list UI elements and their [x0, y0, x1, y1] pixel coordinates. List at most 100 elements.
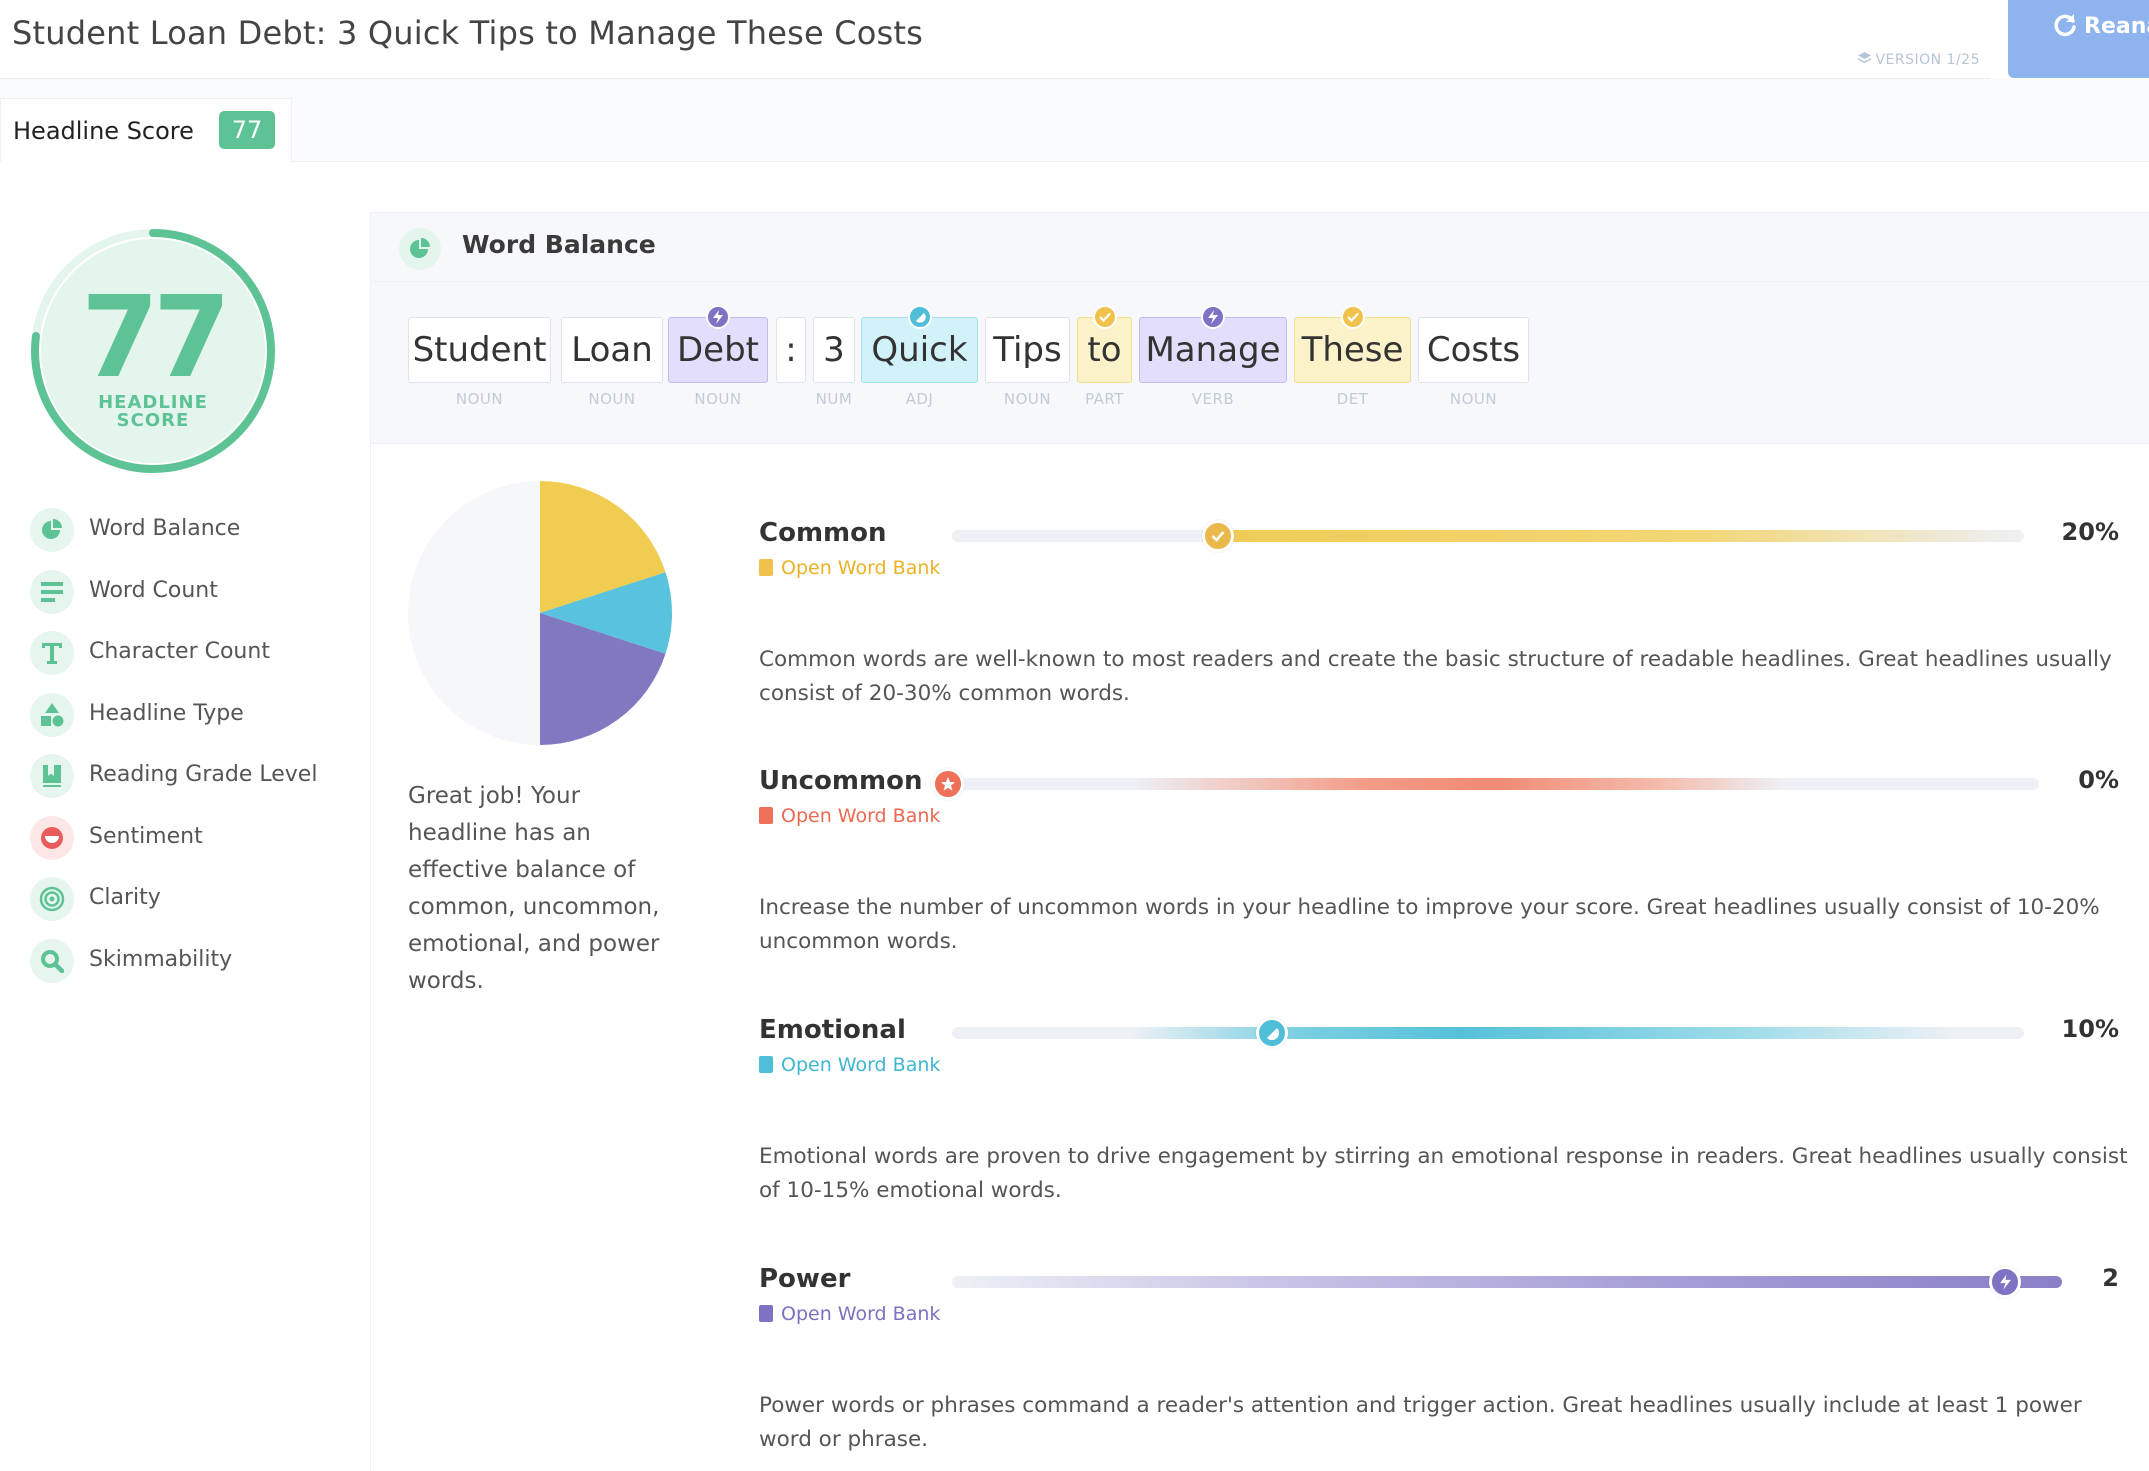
sidebar-item-skimmability[interactable]: Skimmability	[30, 935, 360, 997]
sidebar-item-clarity[interactable]: Clarity	[30, 873, 360, 935]
pie-chart-icon	[30, 508, 74, 552]
check-icon[interactable]	[1202, 520, 1234, 552]
metric-track	[952, 530, 2024, 542]
sidebar-nav: Word Balance Word Count Character Count …	[30, 504, 360, 996]
version-indicator[interactable]: VERSION 1/25	[1858, 52, 1980, 68]
metric-value: 10%	[2061, 1015, 2119, 1043]
word-text: 3	[823, 330, 845, 370]
sidebar-item-sentiment[interactable]: Sentiment	[30, 812, 360, 874]
pie-slice-common	[540, 481, 666, 613]
word-chip[interactable]: Quick	[861, 305, 978, 383]
pie-slice-other	[408, 481, 540, 745]
metric-description: Power words or phrases command a reader'…	[759, 1393, 2082, 1452]
target-icon	[30, 877, 74, 921]
sidebar-item-reading-grade-level[interactable]: Reading Grade Level	[30, 750, 360, 812]
metric-description: Increase the number of uncommon words in…	[759, 895, 2100, 954]
sidebar-item-headline-type[interactable]: Headline Type	[30, 689, 360, 751]
word-pos: NUM	[815, 390, 853, 408]
word-text: Tips	[993, 330, 1062, 370]
metric-name: Emotional	[759, 1015, 906, 1045]
lightning-icon	[1201, 305, 1225, 329]
sidebar-item-label: Headline Type	[89, 700, 244, 726]
metric-name: Power	[759, 1264, 851, 1294]
link-label: Open Word Bank	[781, 557, 941, 579]
word-chip[interactable]: Costs	[1418, 317, 1529, 383]
metric-description: Common words are well-known to most read…	[759, 647, 2112, 706]
link-label: Open Word Bank	[781, 1303, 941, 1325]
metric-track	[952, 1276, 2062, 1288]
link-label: Open Word Bank	[781, 1054, 941, 1076]
version-label: VERSION 1/25	[1875, 52, 1980, 68]
word-chip[interactable]: to	[1077, 305, 1132, 383]
word-chip[interactable]: Tips	[985, 317, 1070, 383]
check-icon	[1340, 305, 1365, 329]
balance-summary: Great job! Your headline has an effectiv…	[408, 783, 660, 994]
letter-t-icon	[30, 631, 74, 675]
score-label-line2: SCORE	[116, 410, 190, 431]
word-pos: ADJ	[905, 390, 934, 408]
sidebar: 77 HEADLINE SCORE Word Balance Word Coun…	[0, 162, 370, 1471]
word-pos: PART	[1085, 390, 1124, 408]
pie-slice-power	[540, 613, 666, 745]
word-chip[interactable]: :	[776, 317, 806, 383]
metric-fill	[1132, 1027, 1952, 1039]
metric-value: 0%	[2078, 766, 2119, 794]
word-chip[interactable]: Loan	[561, 317, 663, 383]
tab-headline-score[interactable]: Headline Score 77	[0, 98, 292, 162]
tab-label: Headline Score	[13, 117, 194, 145]
word-text: Costs	[1426, 330, 1521, 370]
book-icon	[30, 754, 74, 798]
smile-icon	[30, 815, 74, 860]
check-icon	[1092, 305, 1117, 329]
open-word-bank-link[interactable]: Open Word Bank	[759, 557, 940, 579]
sidebar-item-label: Word Balance	[89, 516, 241, 541]
score-ring	[31, 229, 275, 473]
drop-icon[interactable]	[1256, 1017, 1288, 1049]
word-balance-pie-chart	[408, 481, 672, 745]
score-badge: 77	[219, 111, 275, 149]
sidebar-item-label: Word Count	[89, 577, 218, 603]
headline-words: Student NOUN Loan NOUN Debt NOUN : 3 NUM…	[371, 282, 2149, 444]
word-text: Loan	[571, 330, 653, 370]
sidebar-item-character-count[interactable]: Character Count	[30, 627, 360, 689]
score-label-line1: HEADLINE	[98, 392, 208, 413]
word-pos: DET	[1336, 390, 1369, 408]
reanalyze-label: Reana	[2084, 14, 2149, 39]
word-chip[interactable]: 3	[813, 317, 855, 383]
word-text: Debt	[676, 330, 759, 370]
word-text: :	[785, 330, 797, 370]
star-icon[interactable]	[932, 768, 964, 800]
metric-value: 2	[2102, 1264, 2119, 1292]
word-chip[interactable]: Student	[408, 317, 551, 383]
sidebar-item-label: Reading Grade Level	[89, 762, 318, 787]
top-bar: Student Loan Debt: 3 Quick Tips to Manag…	[0, 0, 1990, 79]
word-chip[interactable]: These	[1294, 305, 1411, 383]
metric-fill	[952, 1276, 2062, 1288]
word-chip[interactable]: Manage	[1139, 305, 1287, 383]
sidebar-item-word-balance[interactable]: Word Balance	[30, 504, 360, 566]
word-balance-panel: Word Balance Student NOUN Loan NOUN Debt…	[370, 212, 2149, 1471]
open-word-bank-link[interactable]: Open Word Bank	[759, 1303, 940, 1325]
tab-bar: Headline Score 77	[0, 79, 2149, 162]
headline-score-value: 77	[81, 273, 231, 403]
sidebar-item-word-count[interactable]: Word Count	[30, 566, 360, 628]
book-icon	[759, 807, 773, 824]
panel-header: Word Balance	[371, 212, 2149, 282]
book-icon	[759, 1056, 773, 1073]
lightning-icon[interactable]	[1989, 1266, 2021, 1298]
headline-input[interactable]: Student Loan Debt: 3 Quick Tips to Manag…	[12, 14, 924, 52]
word-text: Manage	[1145, 330, 1281, 370]
metric-track	[954, 778, 2039, 790]
metric-fill	[1134, 778, 1784, 790]
word-text: Quick	[871, 330, 968, 370]
link-label: Open Word Bank	[781, 805, 941, 827]
headline-score-label: HEADLINE SCORE	[28, 394, 278, 430]
word-chip[interactable]: Debt	[668, 305, 768, 383]
open-word-bank-link[interactable]: Open Word Bank	[759, 805, 940, 827]
word-pos: NOUN	[694, 390, 742, 408]
shapes-icon	[30, 692, 74, 737]
reanalyze-button[interactable]: Reana	[2008, 0, 2149, 78]
open-word-bank-link[interactable]: Open Word Bank	[759, 1054, 940, 1076]
lines-icon	[30, 569, 74, 614]
